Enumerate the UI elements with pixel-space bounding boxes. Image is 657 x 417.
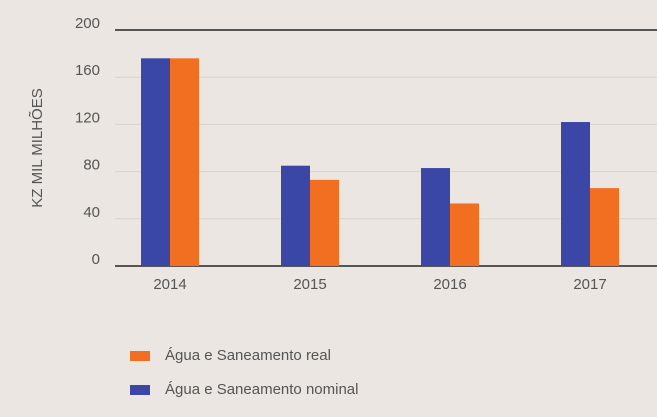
legend-label: Água e Saneamento nominal [165,381,358,398]
bar [170,58,199,266]
x-tick-label: 2014 [153,276,186,293]
bar [450,203,479,266]
x-tick-label: 2017 [573,276,606,293]
bar [590,188,619,266]
y-tick-label: 40 [83,204,100,221]
legend-swatch [130,385,150,395]
y-tick-label: 0 [92,251,100,268]
x-tick-label: 2015 [293,276,326,293]
bar [310,179,339,266]
bar [421,168,450,266]
legend-swatch [130,351,150,361]
x-tick-label: 2016 [433,276,466,293]
y-tick-label: 80 [83,157,100,174]
bar [281,165,310,266]
y-tick-label: 120 [75,109,100,126]
bar [141,58,170,266]
bar [561,122,590,266]
y-tick-label: 160 [75,62,100,79]
y-axis-label: KZ MIL MILHÕES [29,88,46,207]
y-tick-label: 200 [75,15,100,32]
legend-label: Água e Saneamento real [165,347,331,364]
